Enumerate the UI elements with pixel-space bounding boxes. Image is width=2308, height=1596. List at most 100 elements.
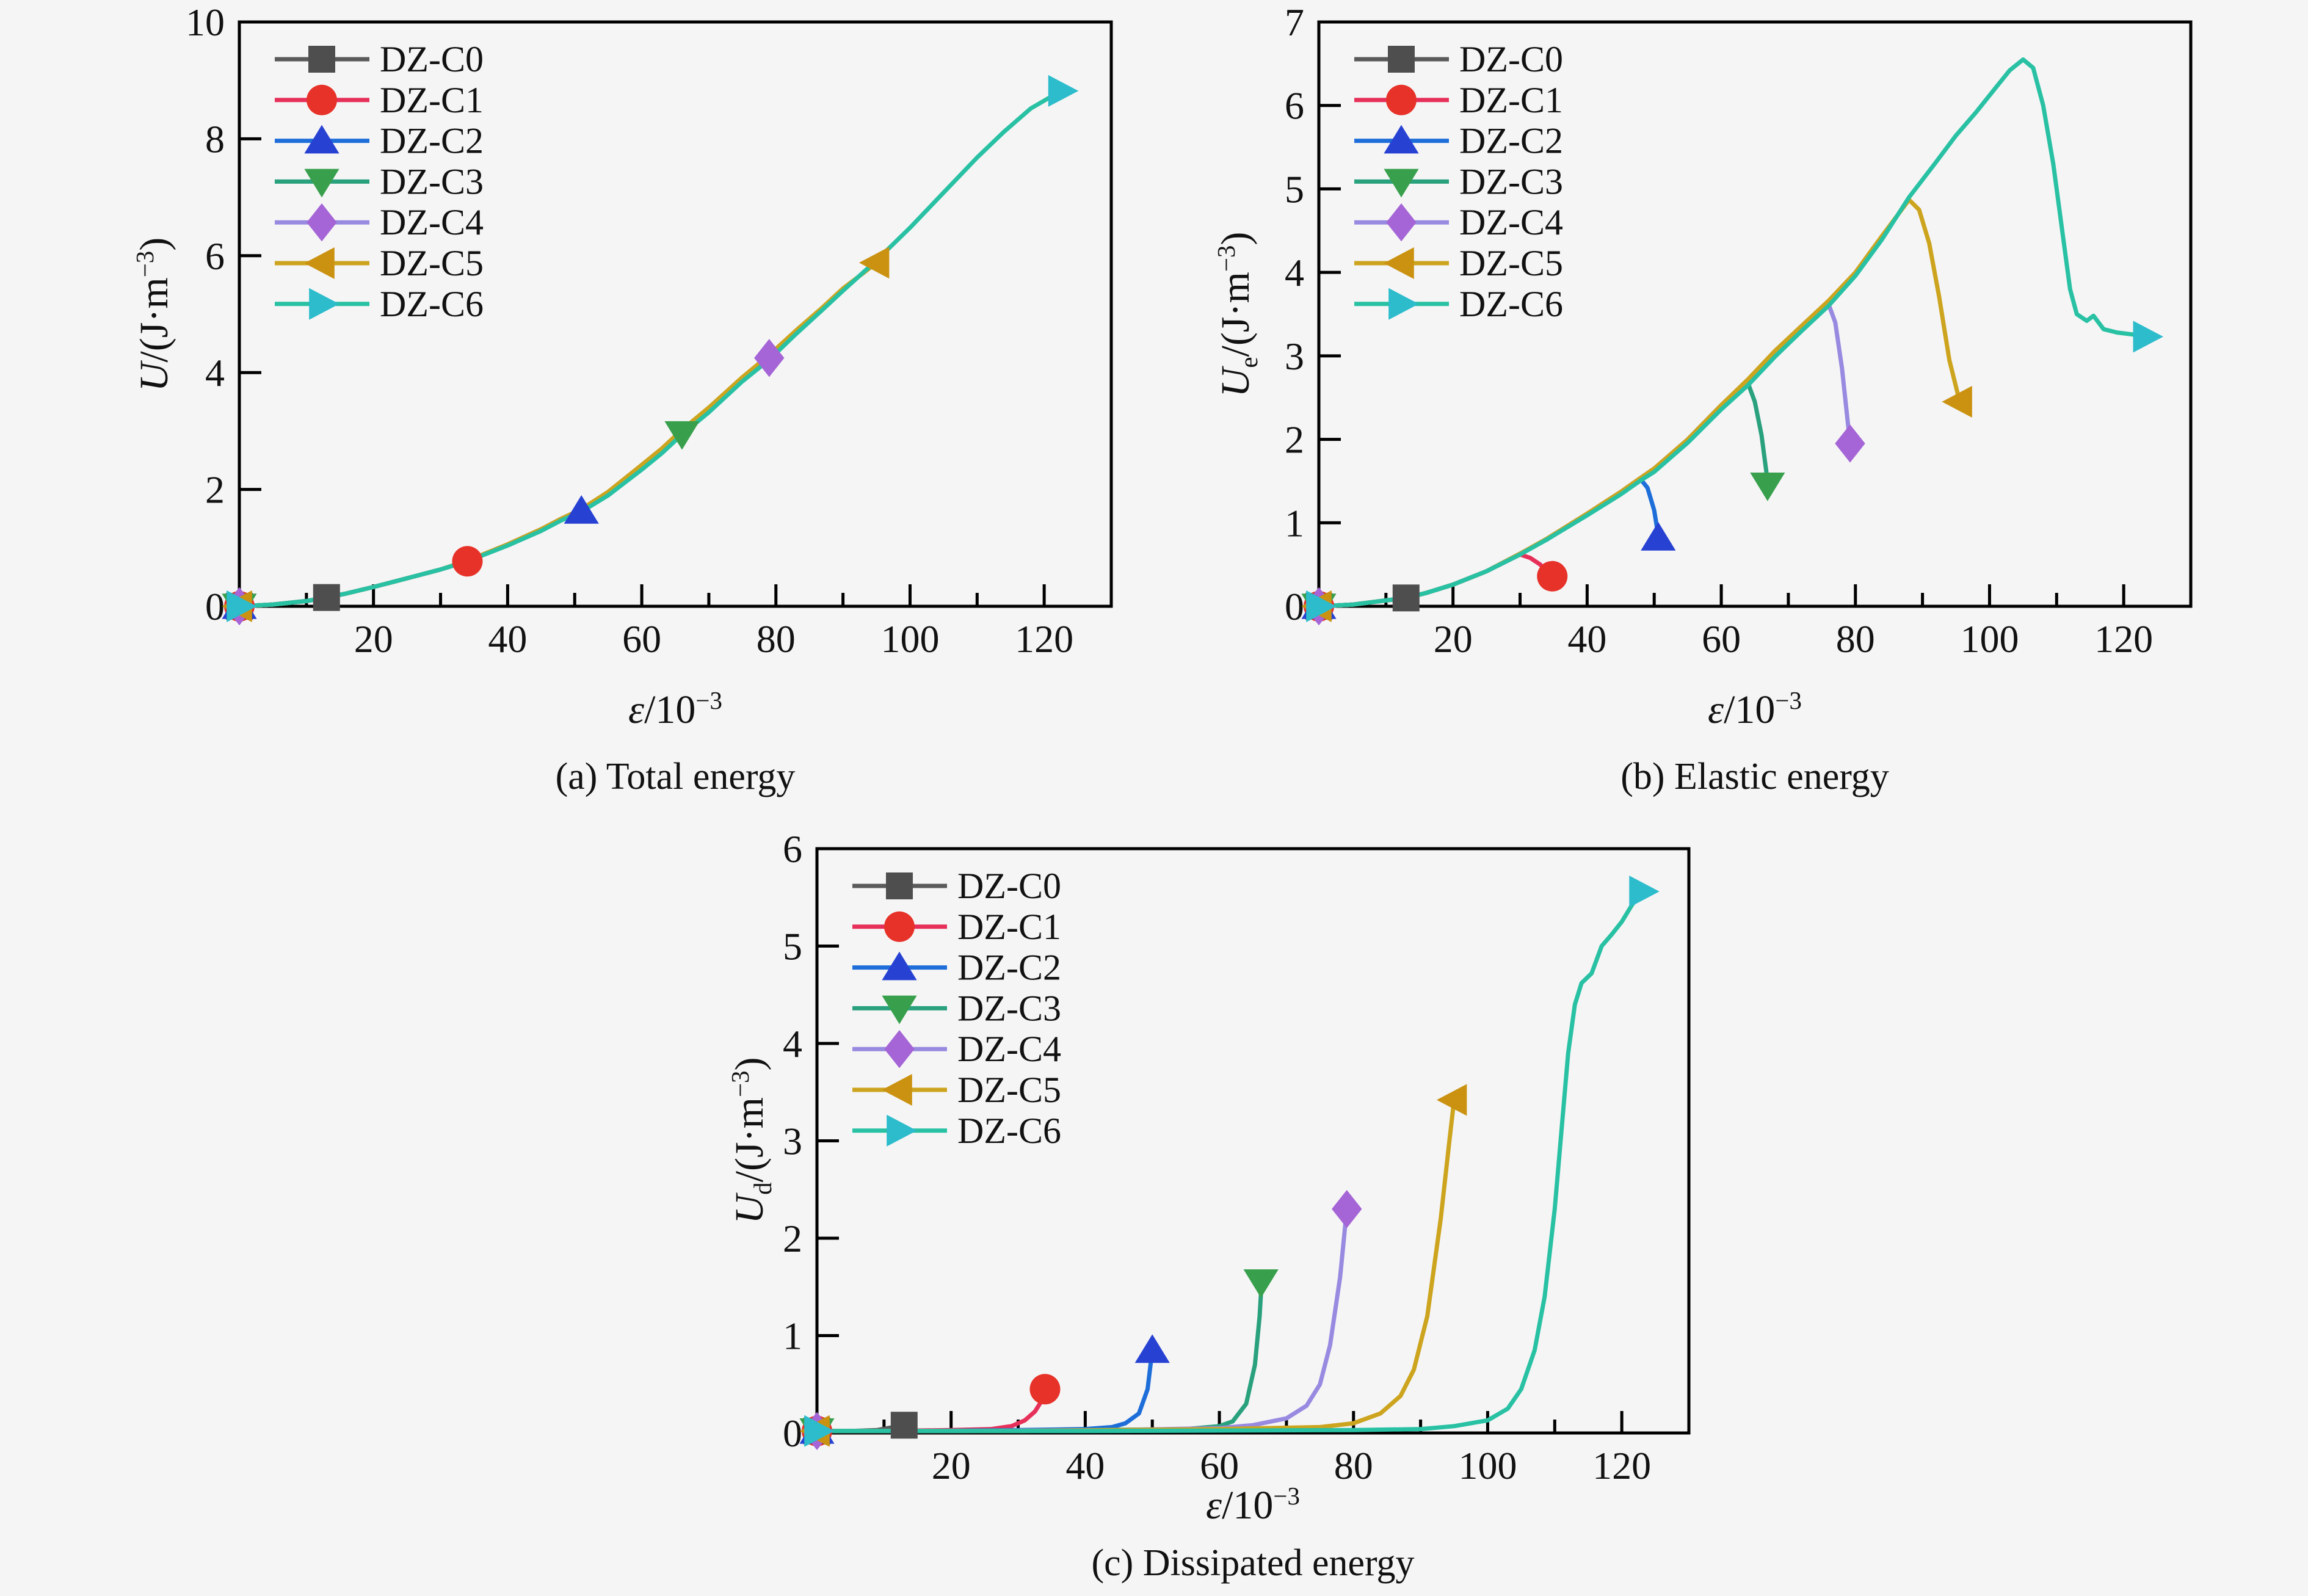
y-tick-label: 10 — [186, 1, 225, 44]
legend-label-DZ-C2: DZ-C2 — [957, 948, 1061, 988]
legend-label-DZ-C4: DZ-C4 — [1459, 202, 1563, 242]
y-tick-label: 0 — [205, 585, 225, 628]
curve-DZ-C1 — [237, 559, 470, 609]
y-tick-label: 4 — [205, 351, 225, 394]
plot-frame-c — [815, 847, 1691, 1435]
legend-marker-DZ-C0 — [886, 872, 913, 899]
y-tick-label: 2 — [783, 1217, 802, 1260]
y-tick-label: 1 — [783, 1315, 802, 1358]
legend-label-DZ-C6: DZ-C6 — [957, 1111, 1061, 1151]
end-marker-DZ-C4 — [1332, 1189, 1362, 1228]
legend-label-DZ-C1: DZ-C1 — [957, 907, 1061, 947]
plot-frame-a — [238, 20, 1113, 608]
legend-label-DZ-C3: DZ-C3 — [1459, 161, 1563, 201]
legend-marker-DZ-C0 — [1388, 46, 1415, 73]
x-tick-label: 20 — [1434, 617, 1473, 661]
curve-DZ-C2 — [237, 509, 584, 609]
x-tick-label: 100 — [1458, 1444, 1517, 1487]
curve-DZ-C4 — [237, 355, 772, 609]
legend-label-DZ-C0: DZ-C0 — [1459, 39, 1563, 79]
subplot-b: 20 40 60 80 100 12001234567DZ-C0DZ-C1DZ-C2DZ-… — [1285, 1, 2193, 661]
end-marker-DZ-C0 — [313, 584, 340, 611]
end-marker-DZ-C6 — [1629, 876, 1660, 908]
curve-DZ-C4 — [815, 1206, 1349, 1434]
end-marker-DZ-C1 — [1537, 560, 1568, 592]
x-tick-label: 120 — [1015, 617, 1073, 661]
legend-marker-DZ-C2 — [304, 125, 339, 154]
y-tick-label: 4 — [1285, 251, 1304, 294]
end-marker-DZ-C3 — [664, 421, 700, 450]
end-marker-DZ-C3 — [1243, 1269, 1279, 1298]
end-marker-DZ-C6 — [1048, 74, 1079, 107]
x-tick-label: 60 — [1702, 617, 1741, 661]
legend-marker-DZ-C4 — [307, 203, 337, 242]
curve-DZ-C3 — [237, 432, 684, 609]
end-marker-DZ-C3 — [1750, 472, 1785, 501]
x-tick-label: 120 — [1592, 1444, 1651, 1487]
y-axis-label-dissipated-energy: Ud/(J·m−3) — [726, 1057, 777, 1224]
curve-DZ-C6 — [1316, 57, 2146, 609]
legend-label-DZ-C3: DZ-C3 — [380, 161, 484, 201]
x-tick-label: 40 — [488, 617, 527, 661]
y-tick-label: 8 — [205, 117, 225, 161]
curve-DZ-C4 — [1316, 302, 1851, 609]
legend-marker-DZ-C1 — [1386, 84, 1417, 115]
x-tick-label: 100 — [880, 617, 939, 661]
end-marker-DZ-C5 — [858, 247, 890, 279]
curve-DZ-C6 — [237, 89, 1064, 609]
y-tick-label: 5 — [783, 925, 802, 968]
x-tick-label: 60 — [622, 617, 661, 661]
legend-label-DZ-C6: DZ-C6 — [1459, 284, 1563, 324]
legend-label-DZ-C4: DZ-C4 — [957, 1029, 1061, 1069]
legend-label-DZ-C5: DZ-C5 — [957, 1070, 1061, 1110]
axis-ticks-c: 20 40 60 80 100 120 0 1 2 3 4 5 6 — [783, 827, 1651, 1487]
start-marker-DZ-C6 — [1306, 590, 1337, 622]
x-tick-label: 40 — [1567, 617, 1606, 661]
legend-marker-DZ-C3 — [1384, 169, 1419, 198]
curves-a — [222, 74, 1079, 626]
x-axis-label-strain-c: ε/10−3 — [1206, 1482, 1300, 1528]
curve-DZ-C5 — [1316, 197, 1961, 609]
end-marker-DZ-C0 — [890, 1412, 918, 1439]
subplot-a: 20 40 60 80 100 1200246810DZ-C0DZ-C1DZ-C2DZ-C… — [186, 1, 1113, 661]
y-tick-label: 2 — [1285, 418, 1304, 462]
legend-label-DZ-C4: DZ-C4 — [380, 202, 484, 242]
end-marker-DZ-C6 — [2133, 321, 2164, 353]
legend-marker-DZ-C1 — [884, 911, 915, 942]
x-tick-label: 40 — [1065, 1444, 1105, 1487]
legend-marker-DZ-C6 — [1388, 288, 1419, 320]
x-tick-label: 120 — [2094, 617, 2153, 661]
y-tick-label: 0 — [1285, 585, 1304, 628]
legend-label-DZ-C2: DZ-C2 — [1459, 121, 1563, 161]
legend-marker-DZ-C5 — [882, 1074, 912, 1106]
end-marker-DZ-C2 — [1641, 521, 1676, 551]
x-tick-label: 80 — [1836, 617, 1875, 661]
start-marker-DZ-C6 — [804, 1415, 835, 1447]
curves-b — [1301, 57, 2164, 626]
legend-marker-DZ-C5 — [1384, 247, 1414, 279]
legend-marker-DZ-C2 — [1384, 125, 1419, 154]
y-tick-label: 4 — [783, 1022, 802, 1065]
legend-label-DZ-C0: DZ-C0 — [957, 866, 1061, 906]
x-tick-label: 20 — [932, 1444, 971, 1487]
curve-DZ-C1 — [1316, 552, 1555, 609]
curve-DZ-C3 — [815, 1280, 1264, 1434]
legend-marker-DZ-C4 — [884, 1030, 915, 1068]
legend-marker-DZ-C5 — [304, 247, 335, 279]
y-axis-label-total-energy: U/(J·m−3) — [131, 237, 176, 392]
y-tick-label: 2 — [205, 468, 225, 512]
start-marker-DZ-C6 — [227, 590, 257, 622]
end-marker-DZ-C0 — [1392, 584, 1420, 612]
legend-marker-DZ-C6 — [309, 288, 339, 320]
legend-marker-DZ-C6 — [887, 1114, 917, 1147]
end-marker-DZ-C2 — [1134, 1334, 1170, 1363]
curves-c — [799, 876, 1660, 1451]
caption-subplot-a: (a) Total energy — [555, 756, 796, 797]
y-tick-label: 3 — [783, 1120, 802, 1163]
axis-ticks-b: 20 40 60 80 100 120 0 1 2 3 4 5 6 7 — [1285, 1, 2153, 661]
legend-label-DZ-C1: DZ-C1 — [1459, 80, 1563, 120]
curve-DZ-C6 — [815, 889, 1644, 1434]
x-axis-label-strain-b: ε/10−3 — [1708, 687, 1802, 732]
